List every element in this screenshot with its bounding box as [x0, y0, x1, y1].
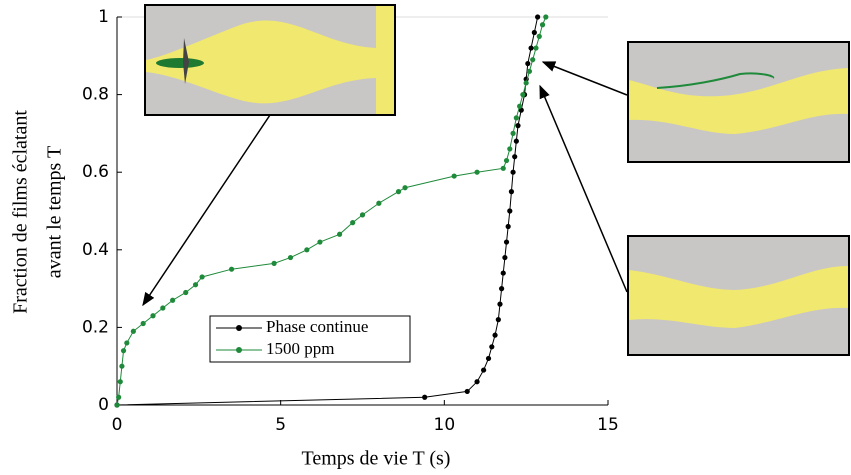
data-point: [183, 289, 189, 296]
data-point: [513, 138, 519, 144]
data-point: [359, 212, 366, 218]
data-point: [317, 239, 323, 245]
data-point: [130, 328, 136, 334]
data-point: [228, 266, 235, 272]
y-axis-label: avant le temps T: [44, 146, 66, 278]
data-point: [422, 394, 428, 400]
data-point: [474, 169, 480, 175]
data-point: [287, 254, 294, 261]
y-tick-label: 0.8: [82, 85, 109, 105]
data-point: [500, 165, 506, 171]
x-tick-label: 5: [275, 415, 286, 435]
data-point: [531, 29, 537, 36]
y-tick-label: 1: [98, 7, 109, 27]
data-point: [502, 254, 508, 261]
data-point: [508, 189, 515, 195]
data-point: [543, 14, 549, 20]
data-point: [124, 340, 130, 346]
data-point: [510, 169, 516, 175]
inset-3: [627, 235, 850, 356]
data-point: [520, 92, 526, 98]
data-point: [505, 223, 511, 230]
x-tick-label: 10: [434, 415, 456, 435]
data-point: [507, 208, 513, 214]
data-point: [464, 388, 470, 395]
data-point: [170, 297, 176, 303]
data-point: [350, 220, 356, 226]
data-point: [536, 33, 542, 40]
data-point: [499, 286, 505, 292]
inset-1: [144, 4, 396, 116]
data-point: [120, 348, 127, 354]
legend-label: 1500 ppm: [266, 339, 334, 358]
y-tick-label: 0: [98, 395, 109, 415]
data-point: [525, 60, 531, 67]
data-point: [116, 394, 122, 400]
legend-label: Phase continue: [266, 317, 368, 336]
legend-marker: [236, 347, 242, 353]
data-point: [528, 45, 534, 51]
y-axis-label: Fraction de films éclatant: [10, 110, 32, 314]
data-point: [500, 270, 506, 276]
data-point: [150, 313, 156, 319]
x-tick-label: 15: [597, 415, 619, 435]
data-point: [503, 239, 510, 245]
data-point: [533, 45, 539, 51]
data-point: [510, 130, 516, 136]
data-point: [539, 22, 546, 28]
data-point: [199, 274, 205, 280]
y-tick-label: 0.2: [82, 317, 109, 337]
data-point: [507, 146, 513, 152]
data-point: [402, 185, 408, 191]
data-point: [485, 355, 492, 362]
data-point: [271, 260, 277, 266]
data-point: [160, 305, 166, 311]
data-point: [497, 301, 503, 307]
data-point: [119, 363, 125, 369]
arrows: [142, 61, 628, 307]
data-point: [395, 189, 402, 195]
legend-marker: [236, 325, 242, 331]
legend: Phase continue 1500 ppm: [209, 315, 411, 363]
data-point: [376, 200, 382, 206]
y-tick-label: 0.6: [82, 162, 109, 182]
data-point: [517, 103, 523, 109]
plot-area: 00.20.40.60.810 5 10 15: [82, 7, 619, 435]
y-tick-label: 0.4: [82, 240, 109, 260]
inset-2: [627, 41, 850, 163]
data-point: [515, 123, 521, 129]
data-point: [114, 402, 120, 408]
data-point: [140, 320, 146, 327]
data-point: [523, 80, 529, 86]
data-point: [530, 57, 536, 63]
data-point: [512, 154, 518, 160]
data-point: [117, 379, 123, 385]
data-point: [489, 344, 495, 350]
data-point: [513, 115, 519, 121]
data-point: [503, 157, 510, 164]
data-point: [192, 282, 199, 288]
x-tick-label: 0: [112, 415, 123, 435]
data-point: [474, 379, 480, 385]
data-point: [495, 317, 501, 323]
data-point: [336, 231, 343, 237]
data-point: [526, 68, 533, 74]
data-point: [518, 107, 524, 113]
x-axis-label: Temps de vie T (s): [302, 448, 451, 470]
data-point: [492, 332, 498, 338]
data-point: [304, 247, 310, 253]
data-point: [451, 173, 457, 179]
data-point: [535, 14, 541, 20]
data-point: [481, 367, 487, 373]
